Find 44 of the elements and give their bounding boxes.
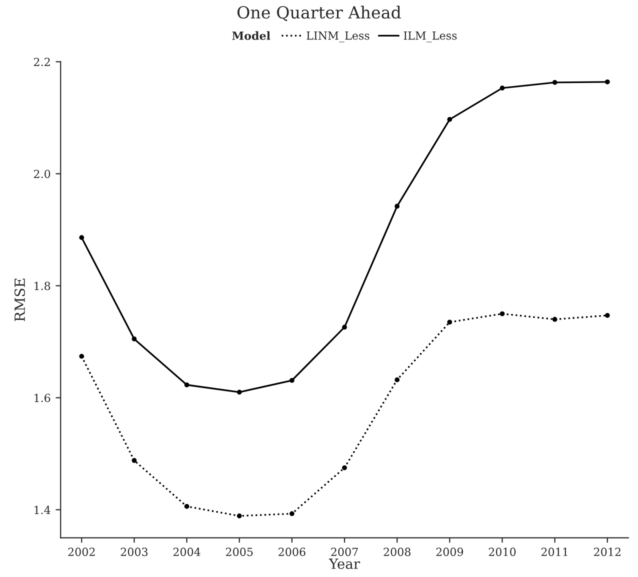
x-tick-label: 2005 (226, 548, 253, 556)
y-tick-label: 1.6 (34, 394, 50, 402)
point (394, 377, 400, 382)
point (500, 311, 505, 316)
point (552, 80, 558, 85)
point (79, 235, 84, 240)
point (236, 390, 242, 395)
x-tick-label: 2002 (68, 548, 95, 556)
chart-title: One Quarter Ahead (237, 6, 401, 22)
x-tick-label: 2008 (384, 548, 410, 556)
x-tick-label: 2010 (488, 548, 516, 556)
point (552, 316, 558, 322)
y-tick-label: 1.4 (34, 506, 50, 514)
point (342, 324, 347, 330)
x-tick-label: 2012 (594, 548, 620, 556)
x-tick-label: 2006 (278, 548, 306, 556)
legend-title: Model (232, 31, 270, 40)
y-tick-label: 2.2 (34, 58, 50, 66)
point (500, 86, 505, 90)
point (290, 511, 294, 516)
point (79, 354, 84, 359)
x-tick-label: 2011 (541, 548, 568, 556)
point (604, 313, 610, 318)
legend-label: LINM_Less (306, 32, 370, 42)
y-tick-label: 2.0 (34, 170, 50, 178)
point (184, 504, 190, 509)
point (132, 336, 137, 342)
point (394, 204, 400, 209)
x-tick-label: 2009 (436, 548, 464, 556)
point (447, 320, 452, 325)
x-tick-label: 2004 (173, 548, 200, 556)
point (604, 79, 610, 84)
y-tick-label: 1.8 (34, 282, 50, 290)
point (236, 513, 242, 518)
x-tick-label: 2003 (120, 548, 148, 556)
x-tick-label: 2007 (331, 548, 358, 556)
point (342, 465, 347, 470)
point (132, 458, 137, 463)
point (447, 116, 452, 122)
y-axis-title: RMSE (14, 278, 25, 322)
point (184, 382, 190, 388)
point (290, 378, 294, 383)
x-axis-title: Year (328, 558, 360, 569)
legend-label: ILM_Less (404, 32, 457, 42)
